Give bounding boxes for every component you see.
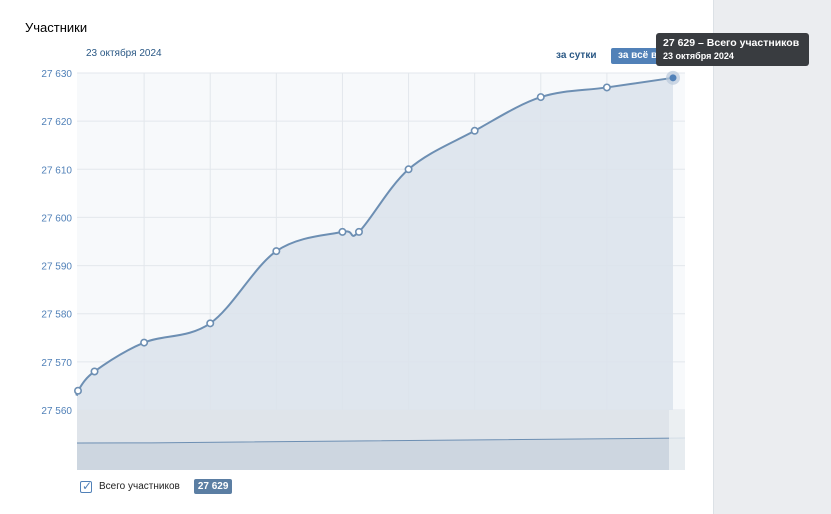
data-point — [90, 367, 99, 376]
y-tick-label: 27 570 — [41, 358, 72, 369]
legend-label: Всего участников — [99, 481, 180, 492]
navigator-area — [77, 438, 685, 470]
data-point — [404, 165, 413, 174]
data-point — [338, 227, 347, 236]
data-point — [470, 126, 479, 135]
series-area — [76, 77, 674, 411]
data-point — [206, 319, 215, 328]
y-tick-label: 27 610 — [41, 165, 72, 176]
chart-navigator — [76, 410, 686, 470]
per-day-button[interactable]: за сутки — [556, 50, 597, 61]
data-point — [74, 386, 83, 395]
chart-points — [74, 70, 680, 395]
data-point — [536, 93, 545, 102]
y-tick-label: 27 630 — [41, 69, 72, 80]
y-tick-label: 27 620 — [41, 117, 72, 128]
tooltip-value: 27 629 – Всего участников — [663, 37, 800, 49]
right-sidebar — [713, 0, 831, 514]
highlighted-point — [669, 74, 677, 82]
y-tick-label: 27 600 — [41, 213, 72, 224]
data-point — [272, 247, 281, 256]
navigator-line — [76, 437, 686, 444]
y-axis: 27 560 27 570 27 580 27 590 27 600 27 610 27 6… — [41, 69, 72, 417]
chart-legend: ✓ Всего участников 27 629 — [80, 478, 233, 494]
chart-tooltip: 27 629 – Всего участников 23 октября 202… — [656, 33, 809, 66]
data-point — [602, 83, 611, 92]
legend-value-badge: 27 629 — [193, 479, 233, 494]
chart-date-label: 23 октября 2024 — [86, 48, 162, 59]
data-point — [140, 338, 149, 347]
page-title: Участники — [25, 20, 88, 35]
y-tick-label: 27 590 — [41, 262, 72, 273]
y-tick-label: 27 560 — [41, 406, 72, 417]
navigator-handle — [669, 410, 685, 470]
data-point — [354, 227, 363, 236]
check-icon: ✓ — [82, 478, 93, 493]
tooltip-date: 23 октября 2024 — [663, 51, 734, 61]
legend-checkbox[interactable]: ✓ — [80, 478, 93, 493]
y-tick-label: 27 580 — [41, 310, 72, 321]
